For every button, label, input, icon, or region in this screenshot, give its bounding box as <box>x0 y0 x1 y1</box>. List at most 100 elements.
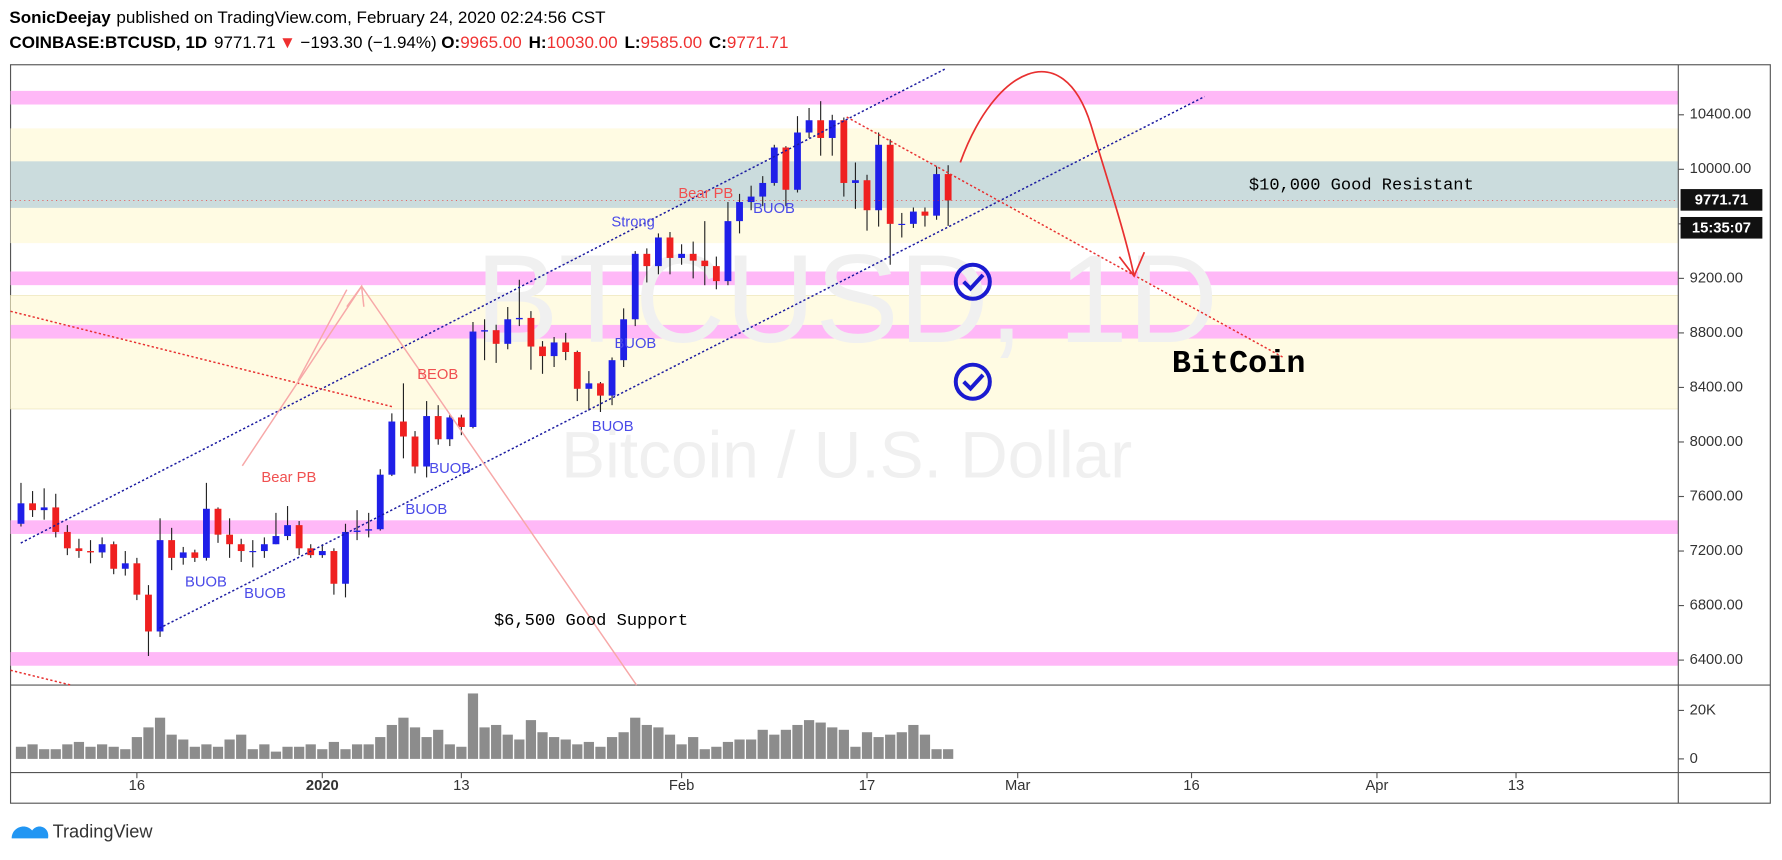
logo <box>11 826 49 839</box>
candle-body <box>156 540 164 632</box>
candle-body <box>562 342 570 352</box>
volume-bar <box>595 746 606 759</box>
arrow-head <box>346 284 365 308</box>
volume-bar <box>236 734 247 759</box>
volume-tick-label: 20K <box>1690 702 1716 718</box>
candle-body <box>284 525 291 537</box>
volume-bar <box>340 749 351 759</box>
volume-bar <box>699 749 710 759</box>
candle-body <box>411 436 419 467</box>
volume-bar <box>166 734 177 759</box>
candle-body <box>330 551 338 584</box>
y-tick-label: 6400.00 <box>1690 652 1743 668</box>
zone-yellow <box>10 295 1679 410</box>
close-value: 9771.71 <box>727 33 789 52</box>
countdown: 15:35:07 <box>1692 220 1751 236</box>
volume-bar <box>386 724 397 759</box>
candle-body <box>527 317 535 347</box>
candle-body <box>121 563 129 569</box>
author: SonicDeejay <box>9 8 111 27</box>
volume-bar <box>282 746 293 759</box>
volume-bar <box>479 727 490 759</box>
candle-body <box>133 563 141 595</box>
high-value: 10030.00 <box>547 33 618 52</box>
candle-body <box>608 360 616 396</box>
published: published on TradingView.com, February 2… <box>116 8 606 27</box>
open-value: 9965.00 <box>460 33 522 52</box>
candle-body <box>573 351 581 389</box>
volume-bar <box>398 717 409 759</box>
candle-body <box>666 237 674 258</box>
volume-bar <box>363 744 374 759</box>
volume-bar <box>873 737 884 759</box>
x-tick-label: Feb <box>669 778 694 794</box>
candle-body <box>40 507 48 511</box>
annotation: BEOB <box>417 367 458 383</box>
volume-bar <box>722 741 734 759</box>
volume-bar <box>189 746 200 759</box>
watermark-subtitle: Bitcoin / U.S. Dollar <box>561 418 1132 492</box>
candle-body <box>342 531 349 584</box>
volume-bar <box>780 729 792 759</box>
x-tick-label: 16 <box>129 778 145 794</box>
annotation: Bear PB <box>678 186 733 202</box>
candle-body <box>828 120 836 138</box>
volume-bar <box>734 739 745 759</box>
volume-bar <box>270 751 282 759</box>
volume-bar <box>908 724 919 759</box>
volume-bar <box>676 744 687 759</box>
volume-bar <box>630 717 641 759</box>
candle-body <box>515 317 523 320</box>
volume-bar <box>919 734 931 759</box>
candle-body <box>75 548 83 552</box>
volume-bar <box>491 724 502 759</box>
y-tick-label: 10000.00 <box>1690 161 1752 177</box>
candle-body <box>689 253 697 261</box>
symbol: COINBASE:BTCUSD, 1D <box>9 33 207 52</box>
y-tick-label: 8800.00 <box>1690 325 1743 341</box>
annotation: BUOB <box>592 419 634 435</box>
candle-body <box>643 253 651 267</box>
candle-body <box>550 342 558 357</box>
candle-body <box>504 319 512 344</box>
volume-bar <box>421 737 432 759</box>
volume-bar <box>606 737 618 759</box>
volume-bar <box>711 746 722 759</box>
volume-bar <box>143 727 154 759</box>
candle-body <box>712 266 720 282</box>
y-tick-label: 7200.00 <box>1690 543 1743 559</box>
candle-body <box>272 536 280 545</box>
volume-bar <box>537 732 548 759</box>
countdown-tag <box>1680 216 1763 239</box>
forecast-arrow <box>959 70 1135 277</box>
candle-body <box>98 544 106 553</box>
candle-body <box>620 319 628 361</box>
candle-body <box>724 221 732 282</box>
volume-bar <box>375 737 386 759</box>
candle-body <box>434 416 442 440</box>
volume-bar <box>351 744 363 759</box>
annotation: BUOB <box>244 586 286 602</box>
volume-bar <box>131 737 142 759</box>
x-tick-label: Mar <box>1005 778 1030 794</box>
candle-body <box>909 211 917 224</box>
volume-bar <box>467 693 479 759</box>
volume-bar <box>224 739 235 759</box>
volume-bar <box>688 737 699 759</box>
annotation: BUOB <box>405 502 447 518</box>
volume-bar <box>572 744 583 759</box>
volume-bar <box>827 727 838 759</box>
candle-body <box>770 147 778 183</box>
x-tick-label: 13 <box>1508 778 1524 794</box>
volume-bar <box>317 749 328 759</box>
x-tick-label: 13 <box>453 778 469 794</box>
volume-bar <box>120 749 131 759</box>
open-label: O: <box>441 33 460 52</box>
volume-bar <box>27 744 38 759</box>
brand: TradingView <box>53 822 154 842</box>
change: −193.30 (−1.94%) <box>300 33 436 52</box>
trend-line <box>10 669 71 686</box>
candle-body <box>863 180 871 211</box>
volume-bar <box>861 732 873 759</box>
volume-bar <box>212 746 224 759</box>
